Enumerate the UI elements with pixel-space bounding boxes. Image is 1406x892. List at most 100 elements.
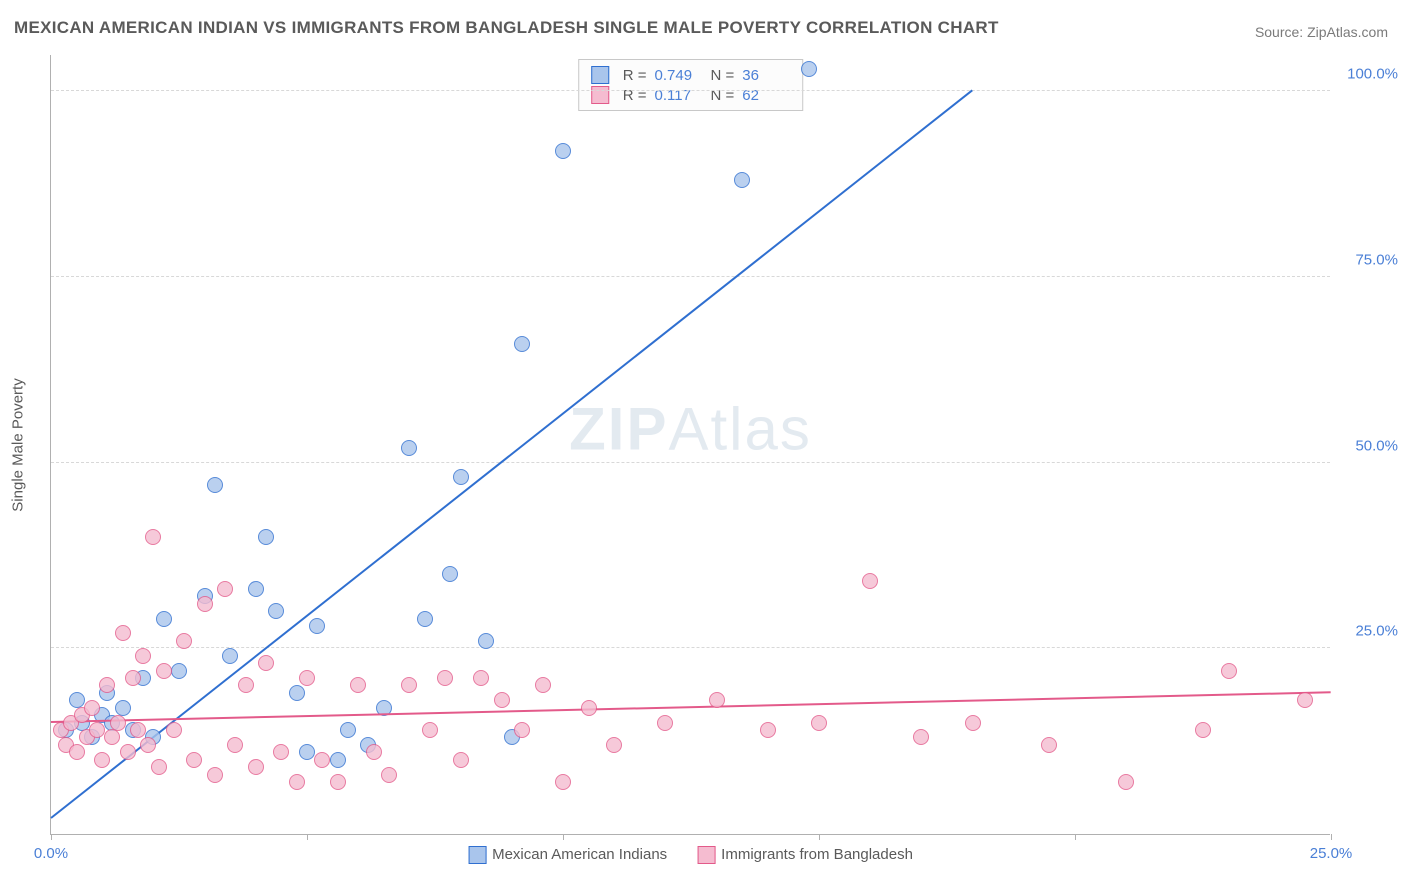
data-point (69, 692, 85, 708)
data-point (258, 655, 274, 671)
data-point (811, 715, 827, 731)
data-point (422, 722, 438, 738)
data-point (140, 737, 156, 753)
legend-r-label: R = (623, 67, 647, 84)
data-point (555, 774, 571, 790)
gridline (51, 90, 1330, 91)
data-point (1221, 663, 1237, 679)
data-point (176, 633, 192, 649)
legend-swatch (591, 86, 609, 104)
legend-r-label: R = (623, 87, 647, 104)
data-point (442, 566, 458, 582)
y-axis-title: Single Male Poverty (10, 378, 27, 511)
series-legend: Mexican American Indians Immigrants from … (468, 846, 913, 864)
data-point (248, 581, 264, 597)
data-point (94, 752, 110, 768)
data-point (227, 737, 243, 753)
gridline (51, 647, 1330, 648)
data-point (207, 477, 223, 493)
legend-row: R =0.117N =62 (591, 85, 791, 105)
legend-n-value: 36 (742, 67, 790, 84)
data-point (115, 625, 131, 641)
y-tick-label: 100.0% (1338, 66, 1398, 83)
data-point (709, 692, 725, 708)
x-tick-label: 0.0% (34, 845, 68, 862)
data-point (760, 722, 776, 738)
data-point (514, 336, 530, 352)
data-point (222, 648, 238, 664)
series-legend-item: Immigrants from Bangladesh (697, 846, 913, 864)
legend-r-value: 0.117 (655, 87, 703, 104)
x-tick-label: 25.0% (1310, 845, 1353, 862)
data-point (965, 715, 981, 731)
data-point (258, 529, 274, 545)
data-point (135, 648, 151, 664)
legend-swatch (468, 846, 486, 864)
x-tick (1331, 834, 1332, 840)
data-point (535, 677, 551, 693)
data-point (453, 469, 469, 485)
y-tick-label: 25.0% (1338, 623, 1398, 640)
data-point (171, 663, 187, 679)
data-point (1297, 692, 1313, 708)
data-point (453, 752, 469, 768)
data-point (125, 670, 141, 686)
data-point (207, 767, 223, 783)
legend-n-value: 62 (742, 87, 790, 104)
y-tick-label: 75.0% (1338, 251, 1398, 268)
x-tick (307, 834, 308, 840)
series-legend-item: Mexican American Indians (468, 846, 667, 864)
legend-swatch (591, 66, 609, 84)
y-tick-label: 50.0% (1338, 437, 1398, 454)
data-point (657, 715, 673, 731)
x-tick (819, 834, 820, 840)
data-point (330, 774, 346, 790)
data-point (120, 744, 136, 760)
x-tick (1075, 834, 1076, 840)
legend-row: R = 0.749 N = 36 (591, 65, 791, 85)
watermark: ZIPAtlas (569, 394, 812, 463)
data-point (151, 759, 167, 775)
data-point (156, 611, 172, 627)
x-tick (563, 834, 564, 840)
data-point (130, 722, 146, 738)
data-point (89, 722, 105, 738)
data-point (913, 729, 929, 745)
data-point (734, 172, 750, 188)
data-point (581, 700, 597, 716)
data-point (299, 744, 315, 760)
legend-r-value: 0.749 (655, 67, 703, 84)
data-point (862, 573, 878, 589)
data-point (494, 692, 510, 708)
data-point (186, 752, 202, 768)
series-name: Mexican American Indians (492, 846, 667, 863)
legend-n-label: N = (711, 67, 735, 84)
data-point (299, 670, 315, 686)
data-point (273, 744, 289, 760)
correlation-legend: R =0.749N =36R =0.117N =62 (578, 59, 804, 111)
source-attribution: Source: ZipAtlas.com (1255, 24, 1388, 40)
data-point (197, 596, 213, 612)
data-point (340, 722, 356, 738)
data-point (401, 440, 417, 456)
data-point (145, 529, 161, 545)
data-point (289, 685, 305, 701)
data-point (606, 737, 622, 753)
data-point (473, 670, 489, 686)
legend-swatch (697, 846, 715, 864)
data-point (1118, 774, 1134, 790)
data-point (238, 677, 254, 693)
data-point (110, 715, 126, 731)
data-point (309, 618, 325, 634)
data-point (217, 581, 233, 597)
data-point (478, 633, 494, 649)
data-point (156, 663, 172, 679)
gridline (51, 462, 1330, 463)
x-tick (51, 834, 52, 840)
data-point (99, 677, 115, 693)
gridline (51, 276, 1330, 277)
data-point (401, 677, 417, 693)
data-point (104, 729, 120, 745)
data-point (1041, 737, 1057, 753)
data-point (166, 722, 182, 738)
